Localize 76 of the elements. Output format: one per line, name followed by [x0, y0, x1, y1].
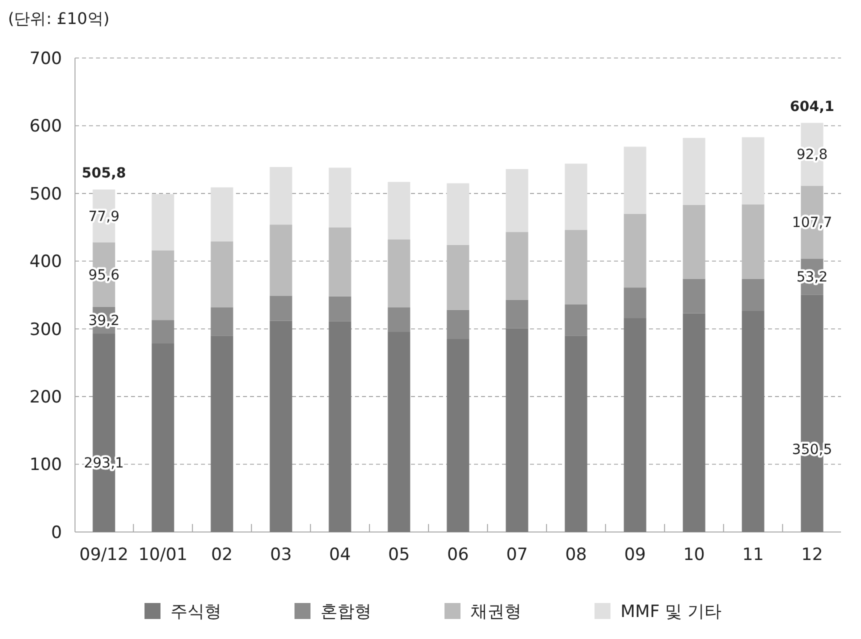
legend-label: 채권형: [470, 602, 522, 622]
x-tick-label: 08: [565, 545, 587, 565]
bar: [624, 318, 646, 532]
x-tick-label: 04: [329, 545, 351, 565]
bar: [152, 194, 174, 250]
bar: [152, 250, 174, 320]
bar: [742, 137, 764, 204]
bar: [210, 336, 234, 532]
data-label: 92,8: [796, 147, 828, 164]
bar: [564, 230, 588, 304]
bar: [388, 239, 410, 308]
x-tick-label: 02: [211, 545, 233, 565]
bar: [682, 138, 706, 205]
bar: [682, 278, 706, 314]
bar: [624, 288, 646, 318]
bar: [328, 321, 352, 532]
bar: [446, 310, 470, 340]
bar: [388, 307, 410, 332]
y-tick-label: 700: [30, 48, 62, 69]
bar: [506, 300, 528, 328]
bar: [682, 313, 706, 532]
x-tick-label: 05: [388, 545, 410, 565]
y-axis-title: (단위: £10억): [8, 9, 110, 28]
bar: [388, 182, 410, 240]
total-label: 505,8: [82, 166, 126, 182]
bar: [328, 296, 352, 322]
legend-label: MMF 및 기타: [620, 602, 722, 622]
bar: [270, 296, 292, 321]
x-tick-label: 12: [801, 545, 823, 565]
bar: [446, 183, 470, 245]
bar: [624, 214, 646, 288]
bar: [152, 320, 174, 344]
bar: [328, 168, 352, 228]
x-tick-label: 06: [447, 545, 469, 565]
bar: [270, 320, 292, 532]
bar: [564, 304, 588, 336]
x-tick-label: 10: [683, 545, 705, 565]
bar: [682, 204, 706, 279]
bar: [210, 242, 234, 308]
x-tick-label: 07: [506, 545, 528, 565]
x-tick-label: 09: [624, 545, 646, 565]
x-tick-label: 11: [742, 545, 764, 565]
y-tick-label: 100: [30, 455, 62, 476]
y-tick-label: 400: [30, 252, 62, 272]
bar: [564, 164, 588, 230]
bar: [388, 332, 410, 532]
bar: [446, 339, 470, 532]
bar: [564, 336, 588, 532]
legend-label: 혼합형: [320, 602, 372, 622]
bar: [152, 343, 174, 532]
bar: [506, 169, 528, 232]
bar: [624, 146, 646, 214]
bar: [742, 310, 764, 532]
data-label: 107,7: [792, 215, 832, 232]
bar: [506, 328, 528, 532]
y-tick-label: 300: [30, 320, 62, 340]
x-tick-label: 03: [270, 545, 292, 565]
bar: [742, 278, 764, 311]
bar: [270, 167, 292, 225]
y-tick-label: 500: [30, 184, 62, 204]
data-label: 95,6: [88, 268, 120, 284]
data-label: 77,9: [88, 208, 120, 225]
y-tick-label: 200: [30, 388, 62, 408]
legend-label: 주식형: [170, 602, 222, 622]
bar: [446, 244, 470, 310]
x-tick-label: 10/01: [138, 545, 188, 565]
total-label: 604,1: [790, 98, 834, 115]
x-tick-label: 09/12: [79, 545, 128, 565]
y-tick-label: 0: [51, 522, 62, 543]
bar: [506, 232, 528, 300]
bar: [328, 227, 352, 296]
bar: [210, 307, 234, 336]
bar: [270, 224, 292, 296]
bar: [210, 187, 234, 242]
y-tick-label: 600: [30, 116, 62, 137]
bar: [742, 204, 764, 279]
